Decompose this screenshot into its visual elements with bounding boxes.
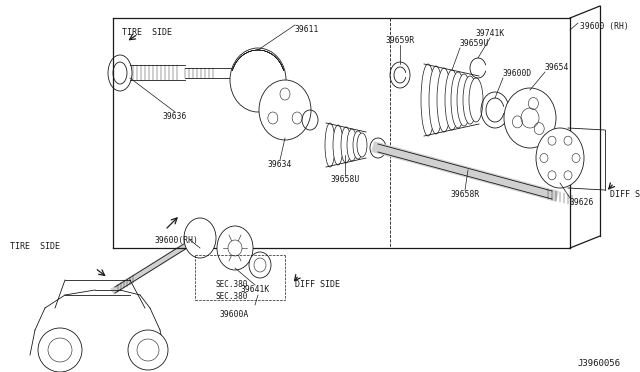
Text: 39654: 39654 <box>545 63 570 72</box>
Ellipse shape <box>445 70 459 130</box>
Ellipse shape <box>254 258 266 272</box>
Text: 39600(RH): 39600(RH) <box>155 236 199 245</box>
Ellipse shape <box>529 97 538 109</box>
Text: TIRE  SIDE: TIRE SIDE <box>122 28 172 37</box>
Text: DIFF SIDE: DIFF SIDE <box>295 280 340 289</box>
Ellipse shape <box>268 112 278 124</box>
Ellipse shape <box>292 112 302 124</box>
Ellipse shape <box>451 72 465 128</box>
Text: 39658U: 39658U <box>330 175 360 184</box>
Text: 39626: 39626 <box>570 198 595 207</box>
Ellipse shape <box>341 127 351 163</box>
Ellipse shape <box>228 240 242 256</box>
Ellipse shape <box>572 154 580 163</box>
Ellipse shape <box>325 123 335 167</box>
Ellipse shape <box>357 133 367 157</box>
Ellipse shape <box>230 48 286 112</box>
Text: 39741K: 39741K <box>476 29 504 38</box>
Text: 39611: 39611 <box>295 25 319 34</box>
Ellipse shape <box>536 128 584 188</box>
Ellipse shape <box>353 131 363 159</box>
Text: 39659R: 39659R <box>385 36 415 45</box>
Text: SEC.380: SEC.380 <box>215 280 248 289</box>
Ellipse shape <box>38 328 82 372</box>
Text: 39636: 39636 <box>163 112 187 121</box>
Ellipse shape <box>280 88 290 100</box>
Text: 39641K: 39641K <box>241 285 269 294</box>
Text: 39600A: 39600A <box>220 310 249 319</box>
Ellipse shape <box>217 226 253 270</box>
Ellipse shape <box>513 116 522 128</box>
Ellipse shape <box>540 154 548 163</box>
Text: 39659U: 39659U <box>460 39 489 48</box>
Ellipse shape <box>48 338 72 362</box>
Ellipse shape <box>137 339 159 361</box>
Ellipse shape <box>333 125 343 165</box>
Ellipse shape <box>128 330 168 370</box>
Text: 39600D: 39600D <box>503 69 532 78</box>
Ellipse shape <box>259 80 311 140</box>
Text: SEC.380: SEC.380 <box>215 292 248 301</box>
Text: TIRE  SIDE: TIRE SIDE <box>10 242 60 251</box>
Text: 39600 (RH): 39600 (RH) <box>580 22 628 31</box>
Ellipse shape <box>548 136 556 145</box>
Ellipse shape <box>564 136 572 145</box>
Text: J3960056: J3960056 <box>577 359 620 368</box>
Text: DIFF SIDE: DIFF SIDE <box>610 190 640 199</box>
Ellipse shape <box>429 66 443 134</box>
Ellipse shape <box>564 171 572 180</box>
Ellipse shape <box>437 68 451 132</box>
Ellipse shape <box>548 171 556 180</box>
Ellipse shape <box>347 129 357 161</box>
Ellipse shape <box>421 64 435 136</box>
Ellipse shape <box>469 78 483 122</box>
Ellipse shape <box>463 76 477 124</box>
Ellipse shape <box>504 88 556 148</box>
Text: 39634: 39634 <box>268 160 292 169</box>
Text: 39658R: 39658R <box>451 190 479 199</box>
Ellipse shape <box>184 218 216 258</box>
Ellipse shape <box>534 123 544 135</box>
Ellipse shape <box>249 252 271 278</box>
Ellipse shape <box>457 74 471 126</box>
